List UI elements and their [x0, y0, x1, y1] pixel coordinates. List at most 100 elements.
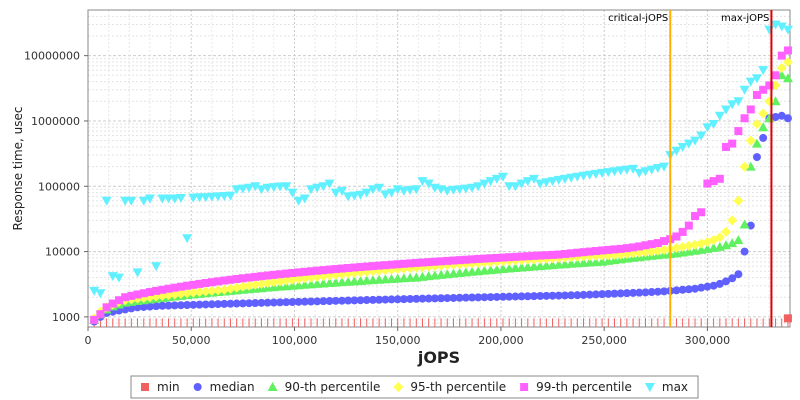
data-point — [381, 261, 390, 270]
data-point — [629, 288, 638, 297]
data-point — [232, 299, 241, 308]
data-point — [480, 254, 489, 263]
data-point — [733, 195, 744, 206]
data-point — [361, 188, 372, 198]
data-point — [96, 310, 105, 319]
data-point — [653, 287, 662, 296]
data-point — [709, 177, 718, 186]
data-point — [268, 277, 279, 288]
data-point — [474, 293, 483, 302]
data-point — [294, 268, 303, 277]
data-point — [325, 297, 334, 306]
data-point — [536, 291, 545, 300]
data-point — [213, 192, 224, 202]
data-point — [480, 293, 489, 302]
data-point — [132, 268, 143, 278]
data-point — [305, 185, 316, 195]
data-point — [510, 182, 521, 192]
data-point — [728, 139, 737, 148]
data-point — [764, 25, 775, 35]
x-tick-label: 250,000 — [581, 334, 627, 347]
data-point — [499, 253, 508, 262]
data-point — [387, 260, 396, 269]
data-point — [399, 259, 408, 268]
data-point — [727, 238, 738, 248]
data-point — [126, 196, 137, 206]
data-point — [448, 185, 459, 195]
data-point — [226, 299, 235, 308]
data-point — [195, 300, 204, 309]
data-point — [578, 171, 589, 181]
data-point — [287, 188, 298, 198]
data-point — [566, 173, 577, 183]
data-point — [598, 290, 607, 299]
data-point — [269, 270, 278, 279]
legend-label: 90-th percentile — [285, 380, 381, 394]
data-point — [206, 285, 217, 296]
data-point — [256, 185, 267, 195]
annotation-lines: critical-jOPS max-jOPS — [608, 10, 773, 327]
data-point — [170, 301, 179, 310]
data-point — [182, 234, 193, 244]
data-point — [603, 168, 614, 178]
data-point — [647, 288, 656, 297]
data-point — [282, 269, 291, 278]
data-point — [406, 294, 415, 303]
data-point — [281, 182, 292, 192]
data-point — [324, 179, 335, 189]
data-point — [659, 162, 670, 172]
data-point — [461, 293, 470, 302]
data-point — [758, 66, 769, 76]
data-point — [604, 289, 613, 298]
data-point — [144, 194, 155, 204]
x-tick-label: 100,000 — [272, 334, 318, 347]
data-point — [257, 272, 266, 281]
data-point — [554, 291, 563, 300]
data-point — [188, 193, 199, 203]
data-point — [765, 81, 774, 90]
data-point — [108, 299, 117, 308]
data-point — [653, 239, 662, 248]
data-point — [250, 279, 261, 290]
data-point — [455, 293, 464, 302]
y-tick-label: 1000000 — [31, 115, 80, 128]
legend-item-median: median — [193, 380, 255, 394]
x-axis-title: jOPS — [417, 348, 460, 367]
data-point — [621, 165, 632, 175]
data-point — [344, 296, 353, 305]
data-point — [231, 282, 242, 293]
data-point — [251, 272, 260, 281]
data-point — [584, 170, 595, 180]
data-point — [183, 281, 192, 290]
data-point — [690, 136, 701, 146]
data-point — [262, 278, 273, 289]
data-point — [250, 182, 261, 192]
data-point — [528, 174, 539, 184]
data-point — [306, 267, 315, 276]
data-point — [604, 245, 613, 254]
series-min — [93, 314, 792, 327]
data-point — [640, 167, 651, 177]
data-point — [548, 291, 557, 300]
legend-item-99-th-percentile: 99-th percentile — [520, 380, 632, 394]
data-point — [505, 253, 514, 262]
data-point — [590, 169, 601, 179]
data-point — [386, 188, 397, 198]
data-point — [714, 232, 725, 243]
data-point — [443, 294, 452, 303]
data-point — [189, 280, 198, 289]
data-point — [182, 288, 193, 299]
data-point — [622, 244, 631, 253]
data-point — [442, 186, 453, 196]
data-point — [758, 108, 769, 119]
data-point — [671, 146, 682, 156]
data-point — [751, 118, 762, 129]
data-point — [368, 262, 377, 271]
data-point — [517, 252, 526, 261]
data-point — [418, 258, 427, 267]
data-point — [684, 221, 693, 230]
data-point — [683, 139, 694, 149]
data-point — [220, 276, 229, 285]
data-point — [745, 77, 756, 87]
data-point — [207, 300, 216, 309]
